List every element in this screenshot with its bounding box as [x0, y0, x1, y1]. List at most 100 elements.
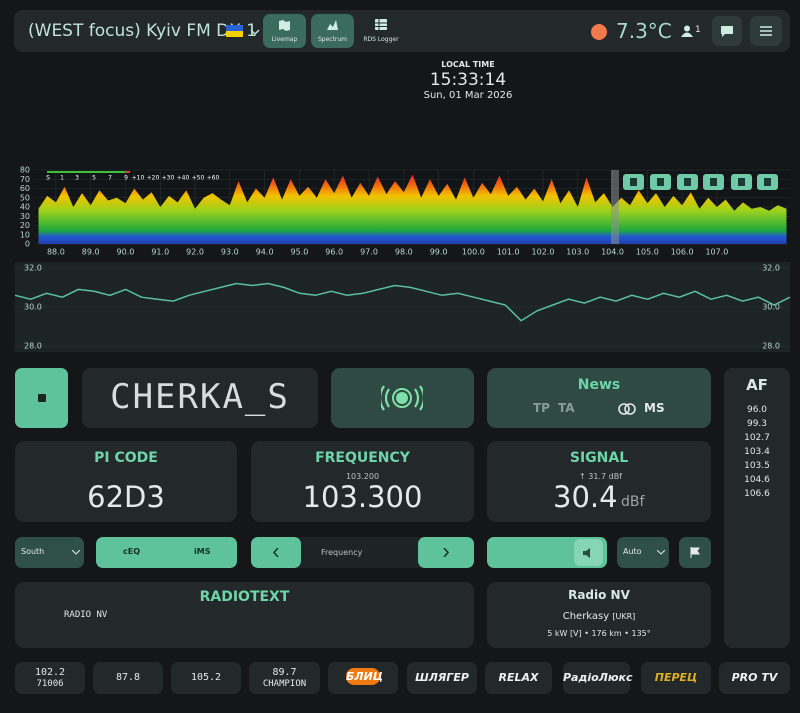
flag-button[interactable] [679, 537, 711, 568]
y-tick-label: 80 [20, 166, 30, 175]
previous-frequency: 103.200 [345, 472, 380, 481]
preset-button[interactable]: RELAX [485, 662, 552, 694]
spectrum-tool-icon [657, 178, 664, 186]
icon [443, 548, 449, 557]
af-frequency: 104.6 [744, 475, 770, 485]
preset-button[interactable]: 87.8 [93, 662, 163, 694]
y-tick-label: 70 [20, 175, 30, 184]
ms: MS [644, 401, 665, 415]
stop-button[interactable] [15, 368, 68, 428]
chevron [72, 550, 80, 555]
preset-button[interactable]: БЛИЦ [328, 662, 398, 694]
y-tick-label: 30.0 [24, 303, 42, 312]
preset-logo: ШЛЯГЕР [415, 671, 469, 684]
volume-slider[interactable] [487, 537, 607, 568]
spectrum-tool-icon [764, 178, 771, 186]
stereo-icon [381, 385, 423, 411]
signal-unit: dBf [621, 494, 645, 510]
preset-logo: РадіоЛюкс [563, 671, 633, 684]
x-tick-label: 91.0 [151, 248, 169, 257]
x-tick-label: 100.0 [462, 248, 485, 257]
tune-up[interactable] [418, 537, 474, 568]
nav-livemap[interactable]: Livemap [263, 14, 306, 48]
tune-down[interactable] [251, 537, 301, 568]
preset-button[interactable]: 105.2 [171, 662, 241, 694]
nav-label: Spectrum [317, 36, 348, 43]
s-meter-bar [47, 171, 125, 173]
s-meter-label: 3 [75, 175, 79, 182]
spectrum-area [38, 174, 787, 244]
s-meter-bar-red [125, 171, 130, 173]
x-tick-label: 97.0 [360, 248, 378, 257]
tp: TP [533, 401, 550, 415]
af-frequency: 96.0 [746, 405, 768, 415]
tx-name: Radio NV [568, 588, 630, 602]
y-tick-label: 60 [20, 184, 30, 193]
clock-time: 15:33:14 [429, 70, 507, 90]
s-meter-label: +50 [192, 175, 205, 182]
users-icon [681, 25, 693, 37]
y-tick-label: 40 [20, 203, 30, 212]
tuned-marker [611, 170, 619, 244]
preset-frequency: 102.2 [34, 667, 66, 678]
icon [279, 20, 290, 31]
radiotext-line: RADIO NV [64, 610, 108, 620]
x-tick-label: 106.0 [671, 248, 694, 257]
preset-button[interactable]: 89.7 CHAMPION [249, 662, 320, 694]
radiotext-title: RADIOTEXT [199, 589, 290, 605]
frequency[interactable]: 103.300 [302, 480, 423, 514]
spectrum-tool-icon [630, 178, 637, 186]
menu-button[interactable] [750, 16, 782, 46]
x-tick-label: 93.0 [221, 248, 239, 257]
af-frequency: 102.7 [744, 433, 770, 443]
y2-tick-label: 32.0 [762, 263, 780, 272]
preset-button[interactable]: ШЛЯГЕР [407, 662, 477, 694]
preset-button[interactable]: PRO TV [719, 662, 790, 694]
x-tick-label: 103.0 [566, 248, 589, 257]
x-tick-label: 96.0 [325, 248, 343, 257]
preset-button[interactable]: ПЕРЕЦ [641, 662, 711, 694]
af-frequency: 103.4 [744, 447, 770, 457]
x-tick-label: 89.0 [82, 248, 100, 257]
preset-logo: ПЕРЕЦ [654, 671, 698, 684]
stereo-panel [331, 368, 474, 428]
icon [273, 548, 279, 557]
server-title[interactable]: (WEST focus) Kyiv FM DX 1 [28, 21, 258, 41]
x-tick-label: 101.0 [497, 248, 520, 257]
icon [327, 20, 338, 30]
signal-peak: 31.7 [588, 472, 607, 481]
y-tick-label: 32.0 [24, 263, 42, 272]
icon [690, 547, 700, 558]
mode-select[interactable]: Auto [617, 537, 669, 568]
x-tick-label: 99.0 [430, 248, 448, 257]
nav-label: Livemap [271, 36, 298, 43]
signal-title: SIGNAL [569, 450, 629, 466]
eq-toggle[interactable]: cEQ iMS [96, 537, 237, 568]
s-meter-label: +30 [162, 175, 175, 182]
af-frequency: 99.3 [746, 419, 768, 429]
preset-button[interactable]: РадіоЛюкс [563, 662, 633, 694]
mode: Auto [623, 547, 642, 556]
y-tick-label: 0 [25, 240, 30, 249]
icon [583, 548, 590, 558]
tune-bar: Frequency [251, 537, 474, 568]
weather-icon [591, 24, 607, 40]
s-meter-label: +10 [132, 175, 145, 182]
nav-rds-logger[interactable]: RDS Logger [358, 14, 404, 48]
x-tick-label: 88.0 [47, 248, 65, 257]
frequency-title: FREQUENCY [315, 450, 410, 466]
preset-frequency: 87.8 [115, 672, 141, 683]
ceq[interactable]: cEQ [123, 547, 141, 556]
ims[interactable]: iMS [194, 547, 211, 556]
antenna-select[interactable]: South [15, 537, 84, 568]
nav-spectrum[interactable]: Spectrum [311, 14, 354, 48]
preset-button[interactable]: 102.2 71006 [15, 662, 85, 694]
tune-input[interactable]: Frequency [321, 548, 363, 557]
signal-peak-unit: dBf [608, 472, 622, 481]
s-meter-label: +60 [207, 175, 220, 182]
y-tick-label: 28.0 [24, 342, 42, 351]
chat-button[interactable] [712, 16, 742, 46]
ps: CHERKA_S [110, 377, 290, 417]
af-title: AF [746, 376, 768, 394]
